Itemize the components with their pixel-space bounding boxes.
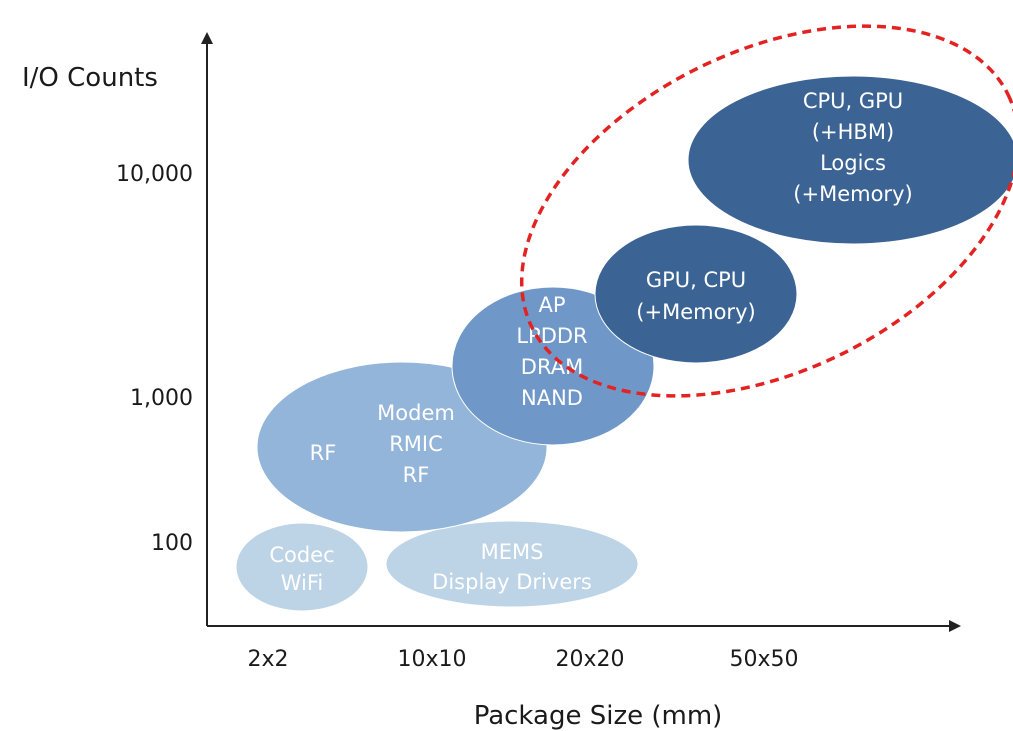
blob-cpu-gpu-hbm-label: Logics bbox=[820, 151, 886, 175]
blob-rf-mixed-label: RMIC bbox=[389, 432, 443, 456]
blob-rf-mixed-label: Modem bbox=[377, 401, 455, 425]
blob-gpu-cpu-label: GPU, CPU bbox=[646, 268, 746, 292]
y-axis-title: I/O Counts bbox=[22, 63, 158, 93]
blob-cpu-gpu-hbm-label: CPU, GPU bbox=[803, 89, 903, 113]
x-tick-label: 20x20 bbox=[555, 647, 624, 672]
blob-rf-mixed-label: RF bbox=[403, 463, 430, 487]
blob-memory-label: DRAM bbox=[521, 355, 583, 379]
blob-gpu-cpu-label: (+Memory) bbox=[636, 300, 755, 324]
blob-gpu-cpu bbox=[595, 225, 797, 363]
blob-mems-label: Display Drivers bbox=[432, 570, 592, 594]
blob-memory-label: LPDDR bbox=[516, 324, 587, 348]
x-tick-label: 50x50 bbox=[729, 647, 798, 672]
x-tick-label: 2x2 bbox=[247, 647, 288, 672]
y-tick-label: 1,000 bbox=[130, 386, 193, 411]
blob-cpu-gpu-hbm-label: (+HBM) bbox=[812, 120, 894, 144]
blob-mems-label: MEMS bbox=[481, 540, 544, 564]
y-tick-label: 10,000 bbox=[116, 162, 193, 187]
blob-memory-label: AP bbox=[538, 293, 565, 317]
blob-codec-label: WiFi bbox=[281, 571, 324, 595]
blob-memory-label: NAND bbox=[521, 386, 583, 410]
blob-codec bbox=[236, 523, 368, 611]
y-tick-label: 100 bbox=[151, 531, 193, 556]
blob-cpu-gpu-hbm-label: (+Memory) bbox=[793, 182, 912, 206]
blob-codec-label: Codec bbox=[269, 543, 334, 567]
blob-mems bbox=[386, 521, 638, 607]
x-axis-title: Package Size (mm) bbox=[474, 701, 723, 731]
blob-rf-big-label: RF bbox=[310, 441, 337, 465]
x-tick-label: 10x10 bbox=[397, 647, 466, 672]
